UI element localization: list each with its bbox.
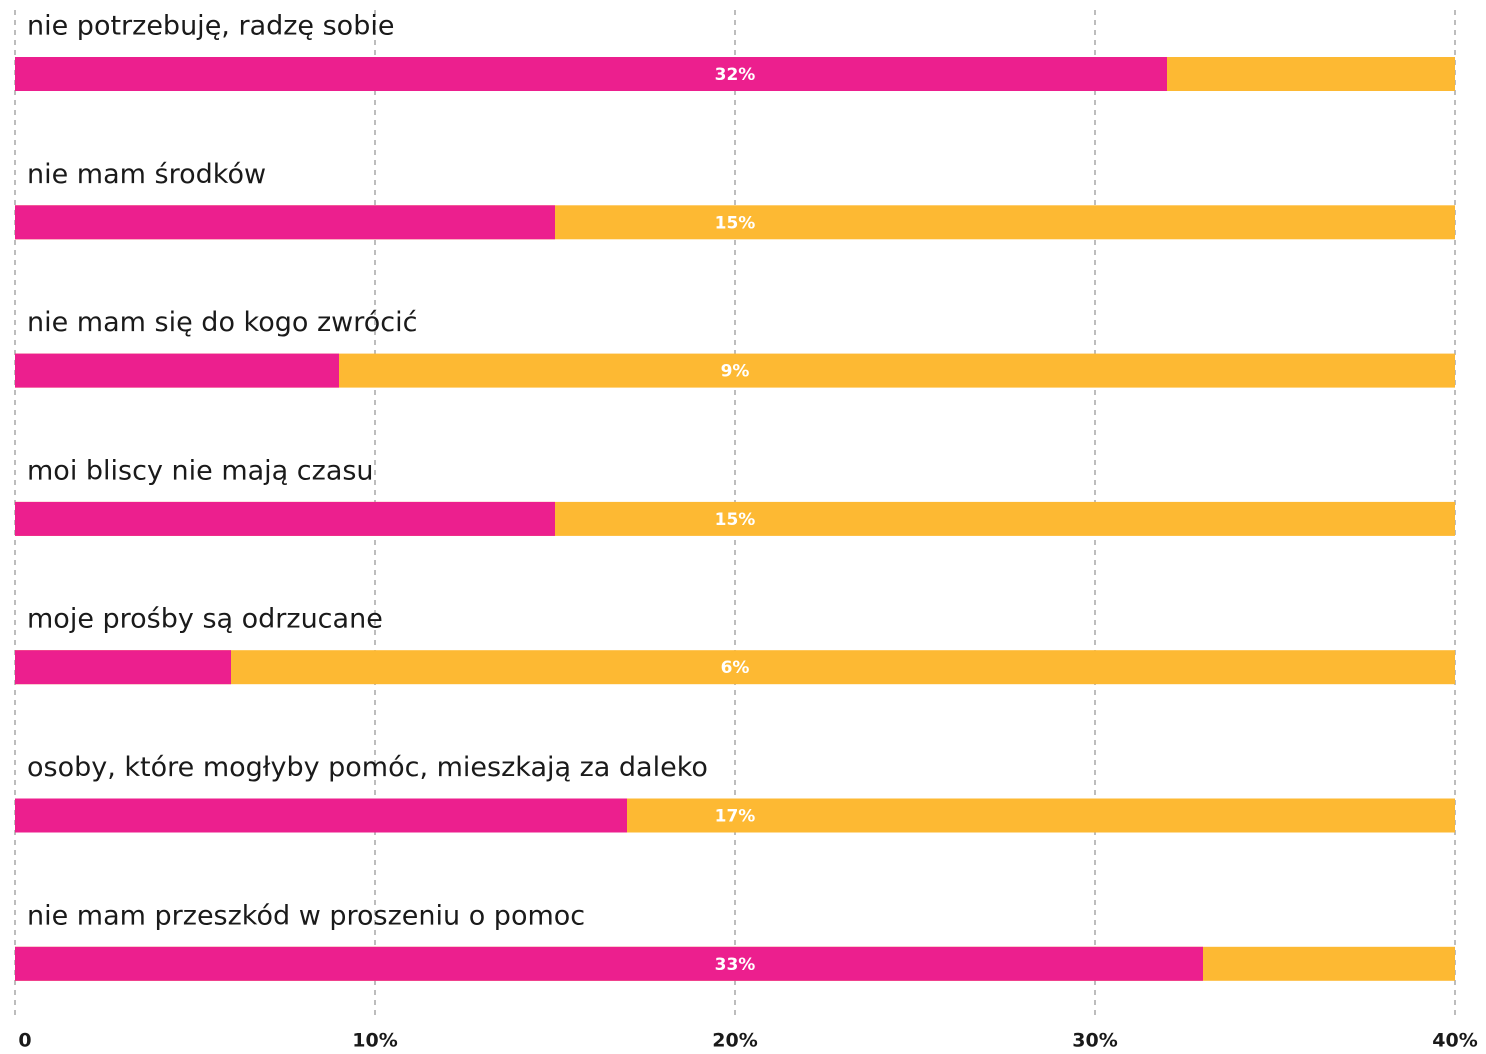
category-label: moi bliscy nie mają czasu [27,455,374,486]
category-label: osoby, które mogłyby pomóc, mieszkają za… [27,752,708,783]
bar [15,353,339,388]
x-tick-label: 20% [712,1030,757,1052]
value-label: 15% [715,213,756,233]
value-label: 17% [715,807,756,827]
bar [15,650,231,685]
x-tick-label: 30% [1072,1030,1117,1052]
bar [15,205,555,240]
bar [15,501,555,536]
x-tick-label: 40% [1432,1030,1477,1052]
category-label: nie potrzebuję, radzę sobie [27,11,394,42]
category-label: moje prośby są odrzucane [27,604,383,635]
bar [15,798,627,833]
value-label: 33% [715,955,756,975]
bars [15,57,1455,981]
bar [15,946,1203,981]
category-label: nie mam się do kogo zwrócić [27,307,417,338]
x-tick-label: 0 [18,1030,31,1052]
value-label: 15% [715,510,756,530]
bar-track [15,650,1455,685]
x-tick-label: 10% [352,1030,397,1052]
category-label: nie mam przeszkód w proszeniu o pomoc [27,900,585,931]
value-label: 6% [721,658,750,678]
bar [15,57,1167,91]
category-label: nie mam środków [27,159,266,190]
value-label: 32% [715,65,756,85]
value-label: 9% [721,362,750,382]
